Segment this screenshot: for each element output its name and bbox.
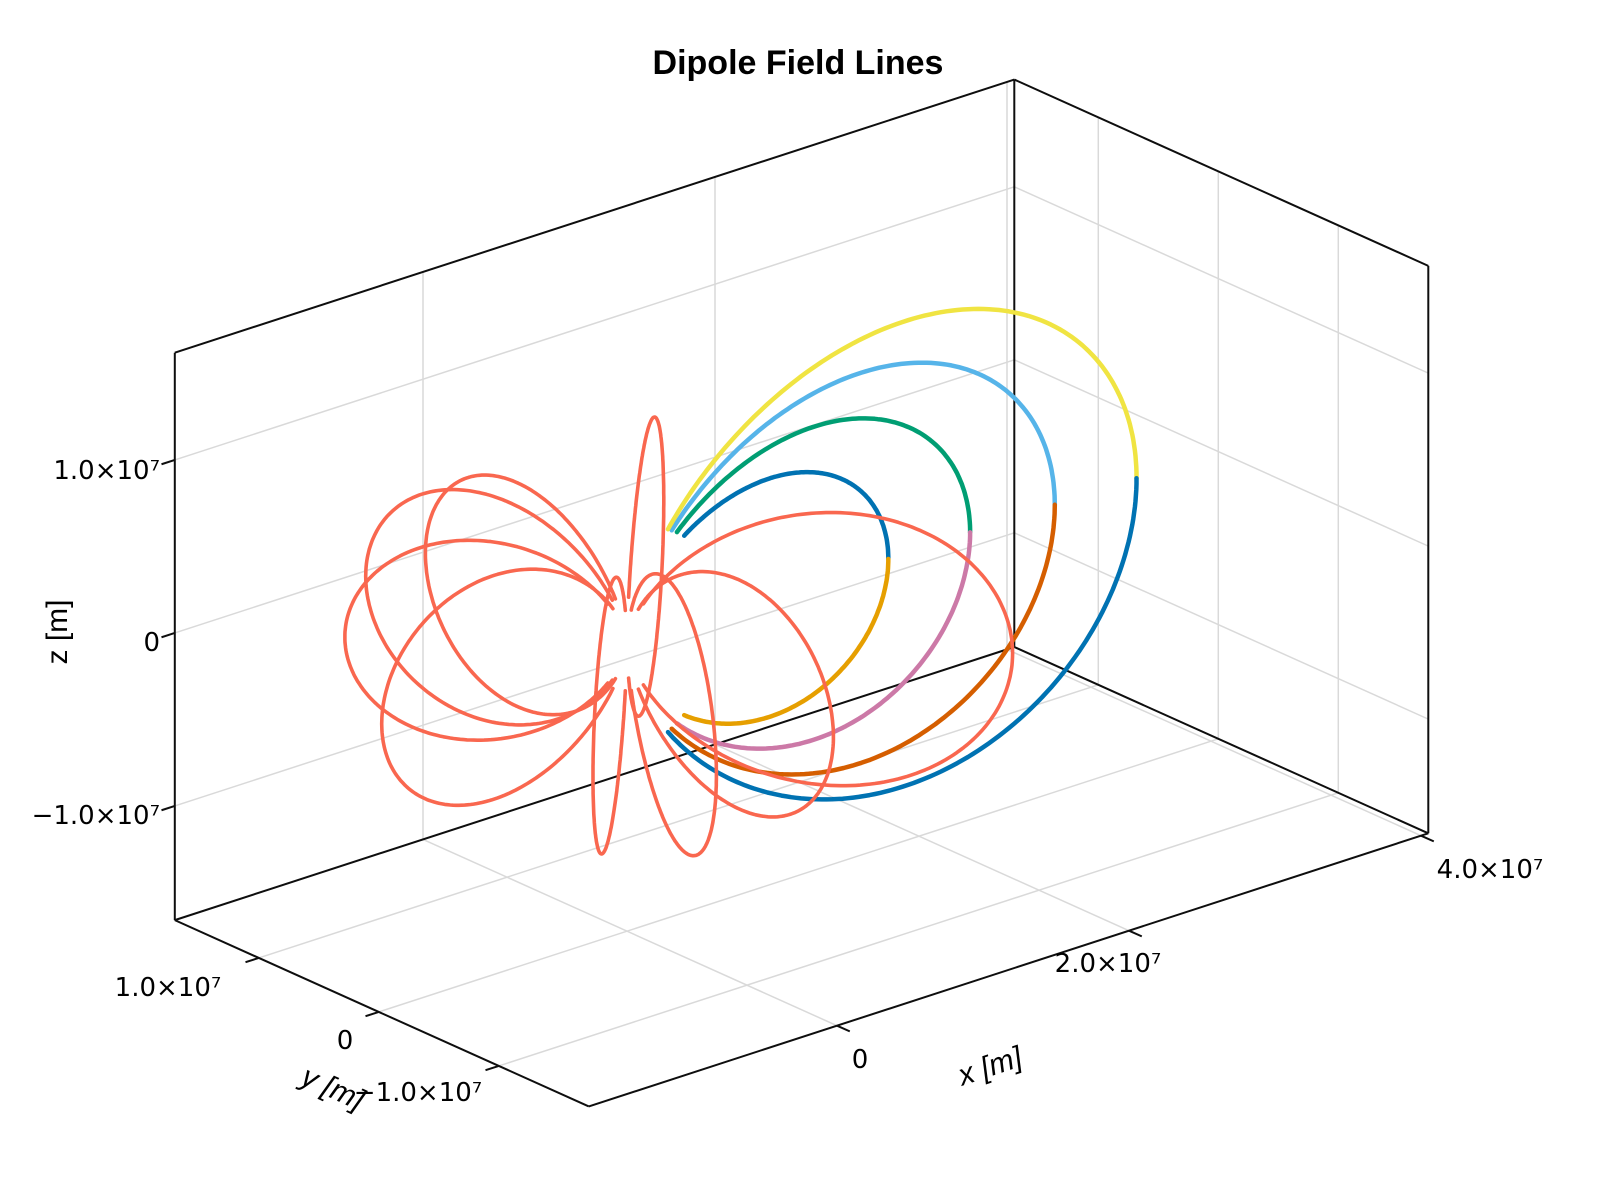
- gridline-z-rightwall: [1013, 186, 1429, 374]
- z-tick-1: [161, 631, 176, 639]
- gridline-x-floor: [422, 838, 838, 1027]
- y-tick-label-2: −1.0×10⁷: [354, 1078, 482, 1108]
- y-tick-2: [485, 1064, 500, 1072]
- z-tick-label-0: 1.0×10⁷: [53, 456, 160, 486]
- axis-spine-8: [588, 832, 1429, 1108]
- field-line-2-upper: [669, 360, 1058, 533]
- x-tick-1: [1128, 929, 1143, 938]
- field-line-0-lower: [681, 556, 891, 726]
- red-field-loop-4: [379, 567, 615, 808]
- plot-layer: [161, 78, 1435, 1108]
- gridline-x-floor: [1006, 648, 1422, 837]
- chart-title: Dipole Field Lines: [653, 44, 944, 82]
- red-field-loop-8: [641, 510, 1015, 788]
- gridline-z-rightwall: [1013, 532, 1429, 720]
- red-field-loop-2: [363, 487, 615, 727]
- axis-spine-3: [1013, 646, 1429, 835]
- z-tick-label-2: −1.0×10⁷: [32, 801, 160, 831]
- gridline-z-backwall: [174, 532, 1015, 807]
- y-tick-label-0: 1.0×10⁷: [115, 973, 222, 1003]
- z-tick-0: [161, 458, 176, 466]
- gridline-y-floor: [258, 684, 1099, 959]
- x-tick-2: [1420, 834, 1435, 843]
- field-line-1-upper: [674, 416, 973, 535]
- axis-spine-7: [174, 919, 590, 1108]
- z-axis-label: z [m]: [41, 600, 74, 665]
- gridline-y-floor: [498, 792, 1339, 1067]
- field-line-0-upper: [681, 469, 891, 562]
- z-tick-2: [161, 804, 176, 812]
- x-tick-label-1: 2.0×10⁷: [1055, 949, 1162, 979]
- red-field-loop-0: [626, 415, 666, 718]
- red-field-loop-3: [343, 538, 610, 742]
- gridline-y-floor: [378, 738, 1219, 1013]
- field-line-3-lower: [665, 475, 1139, 802]
- y-tick-0: [245, 956, 260, 964]
- gridline-z-backwall: [174, 359, 1015, 634]
- y-tick-label-1: 0: [337, 1026, 354, 1056]
- axis-spine-5: [174, 78, 1015, 354]
- y-tick-1: [365, 1010, 380, 1018]
- axis-spine-6: [1013, 78, 1429, 267]
- gridline-z-rightwall: [1013, 359, 1429, 547]
- field-line-1-lower: [674, 530, 973, 751]
- red-field-loop-6: [629, 572, 719, 858]
- gridline-z-backwall: [174, 186, 1015, 461]
- red-field-loop-1: [423, 473, 618, 717]
- x-tick-0: [836, 1024, 851, 1033]
- field-line-2-lower: [669, 502, 1058, 777]
- field-line-3-upper: [665, 306, 1139, 532]
- x-axis-label: x [m]: [952, 1040, 1027, 1093]
- x-tick-label-2: 4.0×10⁷: [1437, 855, 1544, 885]
- x-tick-label-0: 0: [852, 1045, 869, 1075]
- red-field-loop-7: [636, 569, 836, 819]
- red-field-loop-5: [591, 575, 628, 856]
- z-tick-label-1: 0: [143, 628, 160, 658]
